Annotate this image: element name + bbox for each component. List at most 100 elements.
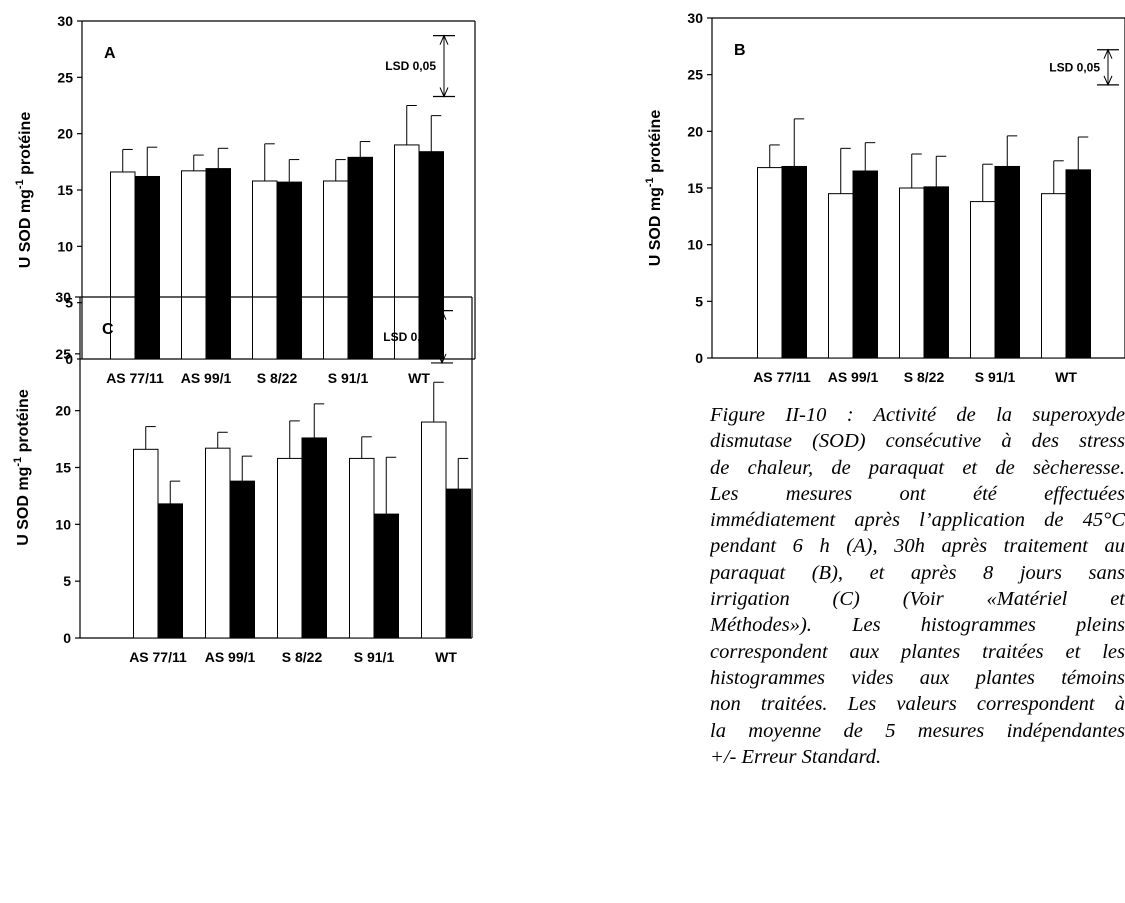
x-tick-label: S 8/22	[904, 369, 945, 385]
bar-control	[970, 201, 996, 359]
lsd-arrow-down	[1103, 75, 1113, 87]
y-axis-label-superscript: -1	[14, 179, 26, 189]
x-tick-label: S 91/1	[975, 369, 1016, 385]
x-tick-label: WT	[435, 649, 457, 665]
x-tick-label: AS 99/1	[205, 649, 256, 665]
bar-control	[828, 193, 854, 359]
x-tick-label: AS 77/11	[106, 370, 164, 386]
x-tick-label: AS 99/1	[181, 370, 232, 386]
lsd-label: LSD 0,05	[385, 59, 436, 73]
y-axis-label-main: U SOD mg	[647, 187, 664, 266]
x-tick-label: S 8/22	[257, 370, 298, 386]
x-tick-label: AS 99/1	[828, 369, 879, 385]
chart-panel-b: 0 5 10 15 20 25 30 U SOD mg-1 protéine AS 77/11 A…	[644, 10, 1125, 385]
bar-control	[421, 421, 447, 639]
caption-line: +/- Erreur Standard.	[710, 745, 882, 768]
lsd-label: LSD 0,05	[1049, 60, 1100, 74]
bar-treated	[347, 156, 373, 360]
panel-label: C	[102, 321, 114, 338]
caption-line: non traitées. Les valeurs correspondent …	[710, 693, 1125, 716]
bar-control	[110, 171, 136, 360]
caption-line: irrigation (C) (Voir «Matériel et	[710, 588, 1125, 611]
bar-control	[277, 457, 303, 639]
bar-treated	[1065, 169, 1091, 359]
y-tick-label: 20	[687, 123, 703, 139]
bar-control	[181, 170, 207, 360]
lsd-arrow-up	[439, 34, 449, 45]
y-tick-label: 25	[687, 67, 703, 83]
y-tick-label: 15	[55, 460, 71, 476]
caption-line: de chaleur, de paraquat et de sècheresse…	[710, 456, 1125, 479]
x-tick-label: AS 77/11	[129, 649, 187, 665]
y-axis-label-tail: protéine	[17, 112, 34, 180]
bar-treated	[134, 175, 160, 360]
caption-line: pendant 6 h (A), 30h après traitement au	[710, 535, 1125, 558]
bar-treated	[205, 168, 231, 360]
lsd-arrow-down	[437, 353, 447, 365]
bar-control	[394, 144, 420, 360]
y-tick-label: 0	[695, 350, 703, 366]
y-tick-label: 10	[55, 516, 71, 532]
y-tick-label: 10	[687, 237, 703, 253]
y-tick-label: 25	[57, 69, 73, 85]
bar-control	[349, 457, 375, 639]
bar-treated	[994, 165, 1020, 359]
y-axis-label: U SOD mg-1 protéine	[12, 389, 32, 546]
x-tick-label: S 91/1	[328, 370, 369, 386]
lsd-arrow-up	[1103, 48, 1113, 59]
y-tick-label: 15	[687, 180, 703, 196]
panel-label: B	[734, 42, 746, 59]
x-tick-label: S 91/1	[354, 649, 395, 665]
x-tick-label: WT	[1055, 369, 1077, 385]
y-tick-label: 0	[65, 351, 73, 367]
bar-control	[133, 448, 159, 639]
caption-line: Les mesures ont été effectuées	[710, 482, 1125, 505]
y-axis-label: U SOD mg-1 protéine	[644, 110, 664, 267]
x-tick-label: S 8/22	[282, 649, 323, 665]
bar-treated	[852, 170, 878, 359]
y-tick-label: 10	[57, 238, 73, 254]
bar-treated	[229, 480, 255, 639]
bar-control	[252, 180, 278, 360]
caption-line: correspondent aux plantes traitées et le…	[710, 640, 1125, 663]
caption-line: la moyenne de 5 mesures indépendantes	[710, 719, 1125, 742]
x-tick-label: AS 77/11	[753, 369, 811, 385]
y-tick-label: 5	[695, 293, 703, 309]
lsd-arrow-down	[439, 87, 449, 98]
panel-label: A	[104, 45, 116, 62]
caption-line: paraquat (B), et après 8 jours sans	[710, 561, 1125, 584]
y-tick-label: 30	[55, 289, 71, 305]
lsd-arrow-up	[437, 309, 447, 320]
bar-treated	[276, 181, 302, 360]
y-tick-label: 20	[57, 126, 73, 142]
y-axis-label: U SOD mg-1 protéine	[14, 112, 34, 269]
bar-treated	[418, 151, 444, 360]
bar-control	[1041, 193, 1067, 359]
y-tick-label: 15	[57, 182, 73, 198]
y-tick-label: 30	[57, 13, 73, 29]
y-tick-label: 0	[63, 630, 71, 646]
bar-treated	[923, 186, 949, 359]
chart-panel-a: 0 5 10 15 20 25 30 U SOD mg-1 protéine AS 77/11 A…	[14, 13, 476, 386]
x-tick-label: WT	[408, 370, 430, 386]
y-tick-label: 5	[63, 573, 71, 589]
y-axis-label-superscript: -1	[12, 457, 24, 467]
bar-treated	[157, 503, 183, 639]
caption-line: Figure II-10 : Activité de la superoxyde	[710, 404, 1125, 426]
y-tick-label: 5	[65, 295, 73, 311]
chart-panel-c: 0 5 10 15 20 25 30 U SOD mg-1 protéine AS 77/11 A…	[12, 289, 473, 665]
y-axis-label-tail: protéine	[647, 110, 664, 178]
y-tick-label: 25	[55, 346, 71, 362]
lsd-label: LSD 0,05	[383, 330, 434, 344]
caption-line: histogrammes vides aux plantes témoins	[710, 666, 1125, 689]
bar-control	[757, 167, 783, 359]
bar-control	[323, 180, 349, 360]
y-axis-label-main: U SOD mg	[15, 467, 32, 546]
y-tick-label: 30	[687, 10, 703, 26]
bar-treated	[373, 513, 399, 639]
y-tick-label: 20	[55, 403, 71, 419]
caption-line: dismutase (SOD) consécutive à des stress	[710, 430, 1125, 453]
bar-treated	[301, 437, 327, 639]
y-axis-label-tail: protéine	[15, 389, 32, 457]
